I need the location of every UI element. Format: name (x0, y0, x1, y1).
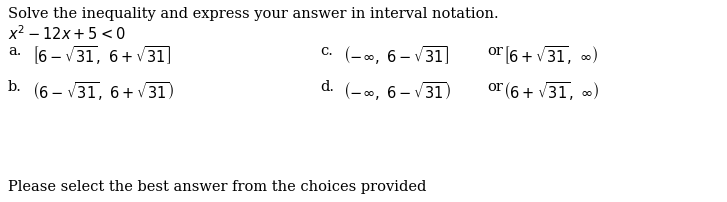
Text: $\left(6 + \sqrt{31},\ \infty\right)$: $\left(6 + \sqrt{31},\ \infty\right)$ (503, 80, 599, 103)
Text: c.: c. (320, 44, 333, 58)
Text: or: or (487, 44, 503, 58)
Text: or: or (487, 80, 503, 94)
Text: b.: b. (8, 80, 22, 94)
Text: Please select the best answer from the choices provided: Please select the best answer from the c… (8, 180, 426, 194)
Text: $x^2 - 12x + 5 < 0$: $x^2 - 12x + 5 < 0$ (8, 24, 126, 43)
Text: a.: a. (8, 44, 21, 58)
Text: Solve the inequality and express your answer in interval notation.: Solve the inequality and express your an… (8, 7, 499, 21)
Text: $\left(6 - \sqrt{31},\ 6 + \sqrt{31}\right)$: $\left(6 - \sqrt{31},\ 6 + \sqrt{31}\rig… (32, 80, 174, 103)
Text: $\left[6 - \sqrt{31},\ 6 + \sqrt{31}\right]$: $\left[6 - \sqrt{31},\ 6 + \sqrt{31}\rig… (32, 44, 172, 67)
Text: $\left(-\infty,\ 6 - \sqrt{31}\right)$: $\left(-\infty,\ 6 - \sqrt{31}\right)$ (343, 80, 451, 103)
Text: $\left[6 + \sqrt{31},\ \infty\right)$: $\left[6 + \sqrt{31},\ \infty\right)$ (503, 44, 598, 67)
Text: $\left(-\infty,\ 6 - \sqrt{31}\right]$: $\left(-\infty,\ 6 - \sqrt{31}\right]$ (343, 44, 450, 67)
Text: d.: d. (320, 80, 334, 94)
